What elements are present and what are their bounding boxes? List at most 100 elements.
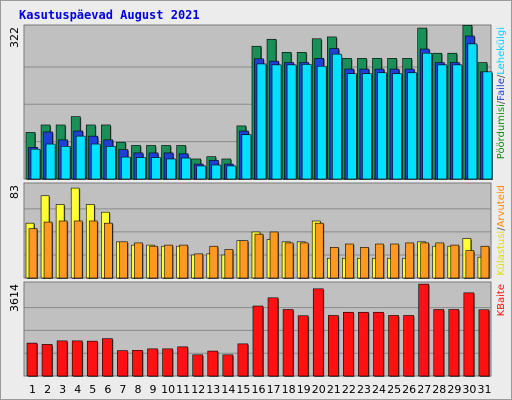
top-bar-lehekülgi-day-28 [437,64,448,180]
middle-bar-arvuteid-day-14 [224,249,234,279]
top-legend-item: Pöördumisi [496,104,507,159]
top-bar-lehekülgi-day-5 [90,143,101,180]
bottom-bar-kbaite-day-20 [312,288,324,377]
middle-bar-arvuteid-day-11 [179,244,188,279]
bottom-bar-kbaite-day-26 [403,315,414,377]
bottom-bar-kbaite-day-31 [478,309,490,377]
bottom-bar-kbaite-day-10 [162,348,173,377]
middle-bar-arvuteid-day-25 [390,243,399,279]
top-bar-lehekülgi-day-14 [226,165,237,180]
bottom-bar-kbaite-day-17 [267,297,279,377]
top-legend-item: Lehekülgi [496,27,507,75]
middle-bar-arvuteid-day-16 [254,233,264,279]
bottom-bar-kbaite-day-25 [388,315,399,377]
x-tick-label-day-7: 7 [119,383,126,396]
x-tick-label-day-19: 19 [297,383,311,396]
middle-ymax-label: 83 [8,185,21,199]
top-bar-lehekülgi-day-6 [106,146,116,180]
middle-bar-arvuteid-day-13 [209,245,219,279]
top-bar-lehekülgi-day-16 [256,63,267,180]
x-tick-label-day-6: 6 [104,383,111,396]
x-tick-label-day-15: 15 [236,383,250,396]
top-bar-lehekülgi-day-12 [196,165,207,180]
bottom-bar-kbaite-day-2 [41,344,53,377]
x-tick-label-day-8: 8 [134,383,141,396]
top-bar-lehekülgi-day-27 [422,52,432,180]
middle-bar-arvuteid-day-23 [360,247,369,279]
bottom-bar-kbaite-day-12 [192,354,204,377]
bottom-bar-kbaite-day-16 [252,305,264,377]
top-legend-item: / [496,74,507,78]
middle-bar-arvuteid-day-15 [239,240,249,279]
middle-bar-arvuteid-day-1 [28,228,38,279]
middle-legend: Külastusi/Arvuteid [496,185,507,276]
middle-bar-arvuteid-day-30 [465,250,475,279]
bottom-bar-kbaite-day-8 [132,350,143,377]
top-bar-lehekülgi-day-24 [377,72,387,180]
top-bar-lehekülgi-day-4 [75,135,86,180]
middle-bar-arvuteid-day-2 [43,221,53,279]
x-tick-label-day-23: 23 [357,383,371,396]
bottom-bar-kbaite-day-3 [56,340,68,377]
bottom-bar-kbaite-day-29 [448,309,460,377]
top-bar-lehekülgi-day-20 [316,65,327,180]
bottom-bar-kbaite-day-14 [222,354,234,377]
top-bar-lehekülgi-day-8 [136,157,146,180]
bottom-bar-kbaite-day-13 [207,350,219,377]
bottom-bar-kbaite-day-4 [71,340,83,377]
x-tick-label-day-31: 31 [477,383,491,396]
x-tick-label-day-10: 10 [161,383,175,396]
middle-bar-arvuteid-day-3 [58,220,68,279]
middle-legend-item: Arvuteid [496,185,507,227]
top-bar-lehekülgi-day-18 [286,64,297,180]
x-tick-label-day-5: 5 [89,383,96,396]
top-bar-lehekülgi-day-17 [271,64,282,180]
x-tick-label-day-18: 18 [282,383,296,396]
middle-bar-arvuteid-day-5 [88,220,98,279]
bottom-bar-kbaite-day-28 [433,309,445,377]
x-tick-label-day-11: 11 [176,383,190,396]
bottom-bar-kbaite-day-19 [297,315,309,377]
middle-bar-arvuteid-day-8 [134,242,143,279]
x-tick-label-day-26: 26 [402,383,416,396]
chart-title: Kasutuspäevad August 2021 [19,8,200,22]
bottom-bar-kbaite-day-21 [327,315,339,377]
x-tick-label-day-16: 16 [252,383,266,396]
x-tick-label-day-24: 24 [372,383,386,396]
bottom-ymax-label: 3614 [8,284,21,312]
bottom-bar-kbaite-day-24 [373,311,384,377]
middle-bar-arvuteid-day-29 [450,244,460,279]
top-bar-lehekülgi-day-19 [301,64,312,180]
middle-bar-arvuteid-day-9 [149,245,158,279]
bottom-bar-kbaite-day-22 [343,311,354,377]
middle-bar-arvuteid-day-12 [194,253,204,279]
x-tick-label-day-4: 4 [74,383,81,396]
bottom-bar-kbaite-day-15 [237,343,249,377]
bottom-legend: KBaite [496,284,507,316]
middle-bar-arvuteid-day-24 [375,243,384,279]
middle-legend-item: / [496,227,507,231]
x-tick-label-day-22: 22 [342,383,356,396]
middle-bar-arvuteid-day-7 [119,241,128,279]
top-bar-lehekülgi-day-15 [241,134,252,180]
bottom-bar-kbaite-day-30 [463,292,475,377]
top-bar-lehekülgi-day-2 [45,143,56,180]
bottom-bar-kbaite-day-9 [147,348,158,377]
middle-bar-arvuteid-day-22 [345,243,354,279]
top-bar-lehekülgi-day-1 [30,148,41,180]
x-tick-label-day-28: 28 [432,383,446,396]
top-bar-lehekülgi-day-13 [211,164,222,180]
top-bar-lehekülgi-day-30 [467,43,478,180]
x-tick-label-day-13: 13 [206,383,220,396]
top-bar-lehekülgi-day-29 [452,64,463,180]
top-bar-lehekülgi-day-7 [121,156,131,180]
x-tick-label-day-27: 27 [417,383,431,396]
bottom-bar-kbaite-day-7 [117,350,128,377]
middle-legend-item: Külastusi [496,231,507,276]
bottom-bar-kbaite-day-1 [26,342,38,377]
middle-bar-arvuteid-day-21 [329,247,339,279]
middle-bar-arvuteid-day-10 [164,244,173,279]
middle-bar-arvuteid-day-20 [314,222,324,279]
middle-bar-arvuteid-day-4 [73,220,83,279]
